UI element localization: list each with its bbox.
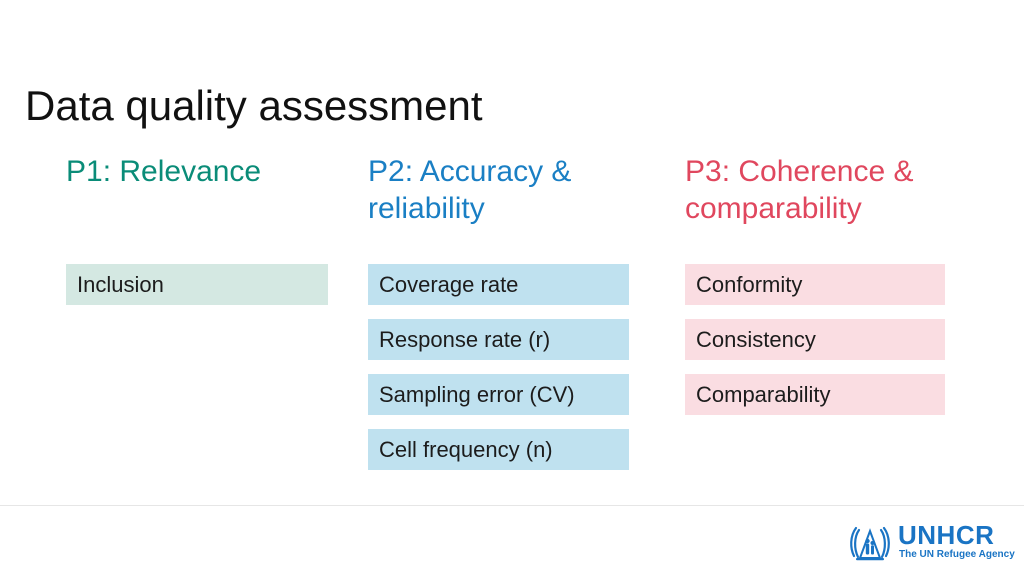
- p3-item-comparability: Comparability: [685, 374, 945, 415]
- column-heading-p2: P2: Accuracy & reliability: [368, 155, 572, 225]
- unhcr-logo: UNHCR The UN Refugee Agency: [848, 520, 1015, 564]
- p3-item-consistency: Consistency: [685, 319, 945, 360]
- p2-item-sampling-error: Sampling error (CV): [368, 374, 629, 415]
- p2-item-coverage-rate: Coverage rate: [368, 264, 629, 305]
- unhcr-wordmark: UNHCR: [898, 520, 995, 550]
- p2-item-cell-frequency: Cell frequency (n): [368, 429, 629, 470]
- unhcr-emblem-icon: [850, 526, 890, 561]
- p2-item-response-rate: Response rate (r): [368, 319, 629, 360]
- p1-item-inclusion: Inclusion: [66, 264, 328, 305]
- slide-title: Data quality assessment: [25, 82, 483, 129]
- unhcr-tagline: The UN Refugee Agency: [899, 549, 1015, 560]
- column-heading-p3: P3: Coherence & comparability: [685, 155, 914, 225]
- footer-divider: [0, 505, 1024, 506]
- p3-item-conformity: Conformity: [685, 264, 945, 305]
- column-heading-p1: P1: Relevance: [66, 155, 262, 188]
